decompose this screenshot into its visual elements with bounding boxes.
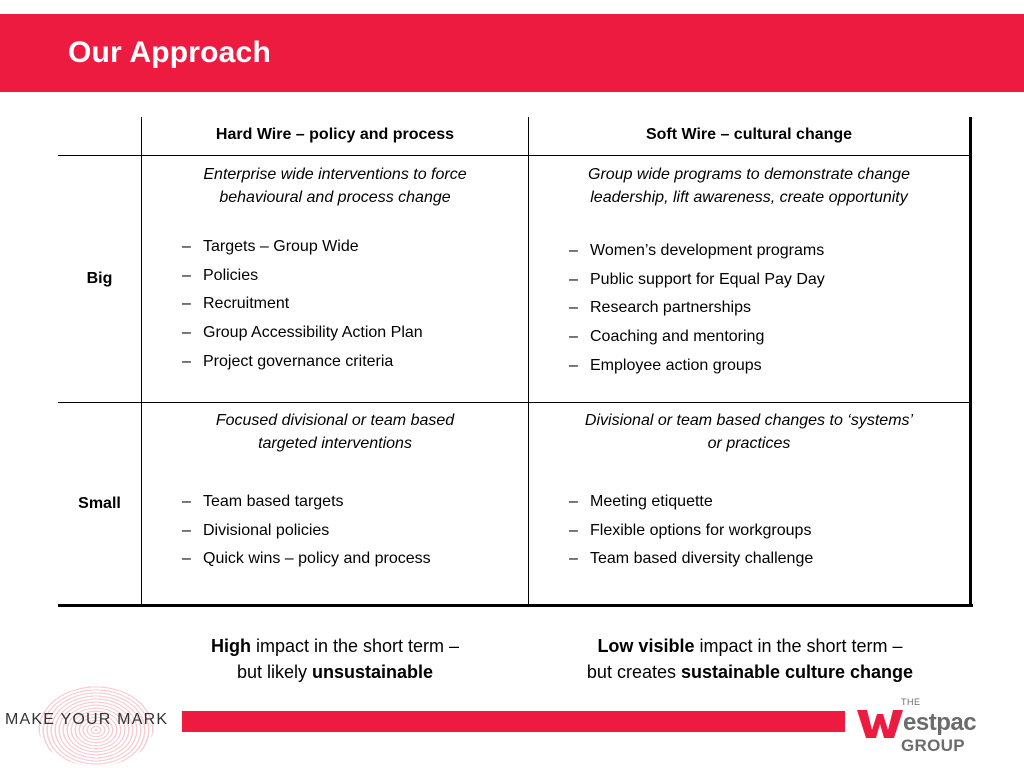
list-item: Team based diversity challenge xyxy=(569,547,813,576)
approach-table: Hard Wire – policy and process Soft Wire… xyxy=(58,117,973,607)
list-item: Recruitment xyxy=(182,292,423,321)
divider xyxy=(141,117,142,606)
column-header-hard-wire: Hard Wire – policy and process xyxy=(215,126,455,143)
intro-line: Group wide programs to demonstrate chang… xyxy=(588,166,910,183)
intro-line: or practices xyxy=(707,435,791,452)
impact-emphasis: sustainable culture change xyxy=(680,662,914,682)
big-soft-list: Women’s development programs Public supp… xyxy=(569,239,825,382)
intro-line: behavioural and process change xyxy=(219,189,451,206)
soft-impact-statement: Low visible impact in the short term – b… xyxy=(529,633,971,685)
impact-emphasis: unsustainable xyxy=(312,662,434,682)
small-soft-intro: Divisional or team based changes to ‘sys… xyxy=(529,409,969,455)
westpac-group-logo: THE estpac GROUP xyxy=(853,697,977,759)
title-bar: Our Approach xyxy=(0,14,1024,92)
big-hard-intro: Enterprise wide interventions to force b… xyxy=(142,163,528,209)
westpac-w-icon xyxy=(857,710,903,738)
intro-line: Divisional or team based changes to ‘sys… xyxy=(584,412,914,429)
big-soft-intro: Group wide programs to demonstrate chang… xyxy=(529,163,969,209)
divider xyxy=(58,155,972,156)
list-item: Women’s development programs xyxy=(569,239,825,268)
logo-the: THE xyxy=(901,697,921,707)
impact-text: impact in the short term – xyxy=(694,636,903,656)
impact-text: impact in the short term – xyxy=(250,636,460,656)
big-hard-list: Targets – Group Wide Policies Recruitmen… xyxy=(182,235,423,378)
list-item: Quick wins – policy and process xyxy=(182,547,431,576)
impact-text: but likely xyxy=(236,662,312,682)
list-item: Public support for Equal Pay Day xyxy=(569,268,825,297)
list-item: Policies xyxy=(182,264,423,293)
list-item: Flexible options for workgroups xyxy=(569,519,813,548)
row-label-big: Big xyxy=(86,270,113,287)
list-item: Employee action groups xyxy=(569,354,825,383)
intro-line: leadership, lift awareness, create oppor… xyxy=(590,189,908,206)
divider xyxy=(969,117,972,606)
row-label-small: Small xyxy=(78,495,121,512)
impact-text: but creates xyxy=(586,662,681,682)
intro-line: Focused divisional or team based xyxy=(215,412,455,429)
small-hard-list: Team based targets Divisional policies Q… xyxy=(182,490,431,576)
list-item: Meeting etiquette xyxy=(569,490,813,519)
list-item: Coaching and mentoring xyxy=(569,325,825,354)
list-item: Targets – Group Wide xyxy=(182,235,423,264)
column-header-soft-wire: Soft Wire – cultural change xyxy=(645,126,853,143)
page-title: Our Approach xyxy=(68,36,271,69)
fingerprint-icon xyxy=(38,686,154,766)
divider xyxy=(58,402,972,403)
footer-bar xyxy=(182,711,845,732)
logo-group: GROUP xyxy=(901,736,965,755)
list-item: Group Accessibility Action Plan xyxy=(182,321,423,350)
small-soft-list: Meeting etiquette Flexible options for w… xyxy=(569,490,813,576)
hard-impact-statement: High impact in the short term – but like… xyxy=(142,633,528,685)
list-item: Divisional policies xyxy=(182,519,431,548)
impact-emphasis: Low visible xyxy=(597,636,695,656)
impact-emphasis: High xyxy=(210,636,251,656)
list-item: Project governance criteria xyxy=(182,350,423,379)
small-hard-intro: Focused divisional or team based targete… xyxy=(142,409,528,455)
divider xyxy=(58,604,973,607)
tagline: MAKE YOUR MARK xyxy=(5,711,169,728)
logo-name: estpac xyxy=(903,709,977,736)
intro-line: targeted interventions xyxy=(258,435,412,452)
list-item: Research partnerships xyxy=(569,296,825,325)
divider xyxy=(528,117,529,606)
intro-line: Enterprise wide interventions to force xyxy=(203,166,467,183)
list-item: Team based targets xyxy=(182,490,431,519)
make-your-mark-logo: MAKE YOUR MARK xyxy=(0,684,182,768)
